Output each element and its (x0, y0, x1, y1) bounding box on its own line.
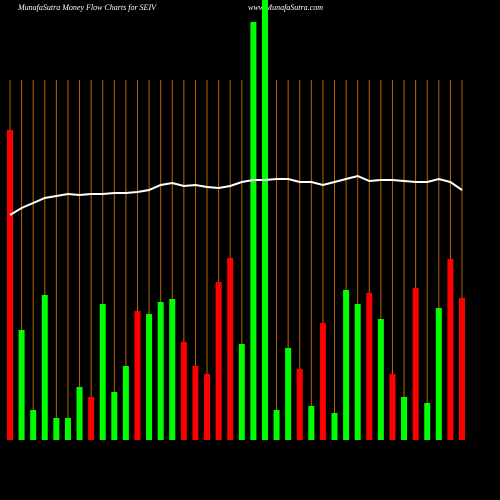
bar (389, 374, 396, 440)
bar (146, 314, 153, 440)
bar (261, 0, 268, 440)
bar (227, 258, 234, 440)
bar (331, 413, 338, 440)
bar (134, 311, 141, 440)
bar (53, 418, 60, 440)
bar (377, 319, 384, 440)
bar (319, 323, 326, 440)
bar (238, 344, 245, 440)
bar (308, 406, 315, 440)
bar (459, 298, 465, 440)
bar (30, 410, 37, 440)
bar (366, 293, 373, 440)
bar (424, 403, 431, 440)
bar (111, 392, 118, 440)
bar (18, 330, 25, 440)
bar (122, 366, 129, 440)
bar (343, 290, 350, 440)
bar (64, 418, 71, 440)
bar (354, 304, 361, 440)
bar (76, 387, 83, 440)
chart-title: MunafaSutra Money Flow Charts for SEIV (17, 3, 157, 12)
bar (7, 130, 13, 440)
bar (157, 302, 164, 440)
bar (412, 288, 419, 440)
bar (169, 299, 176, 440)
bar (435, 308, 442, 440)
bar (192, 366, 199, 440)
bar (296, 369, 303, 440)
bar (41, 295, 48, 440)
money-flow-line (9, 174, 463, 216)
bar (250, 22, 257, 440)
bar (401, 397, 408, 440)
bar (180, 342, 187, 440)
bar (285, 348, 292, 440)
chart-subtitle: www.MunafaSutra.com (248, 3, 323, 12)
bar (204, 374, 211, 440)
bar (215, 282, 222, 440)
bar (447, 259, 454, 440)
bar (273, 410, 280, 440)
bar (88, 397, 95, 440)
bar (99, 304, 106, 440)
plot-area (7, 0, 465, 440)
